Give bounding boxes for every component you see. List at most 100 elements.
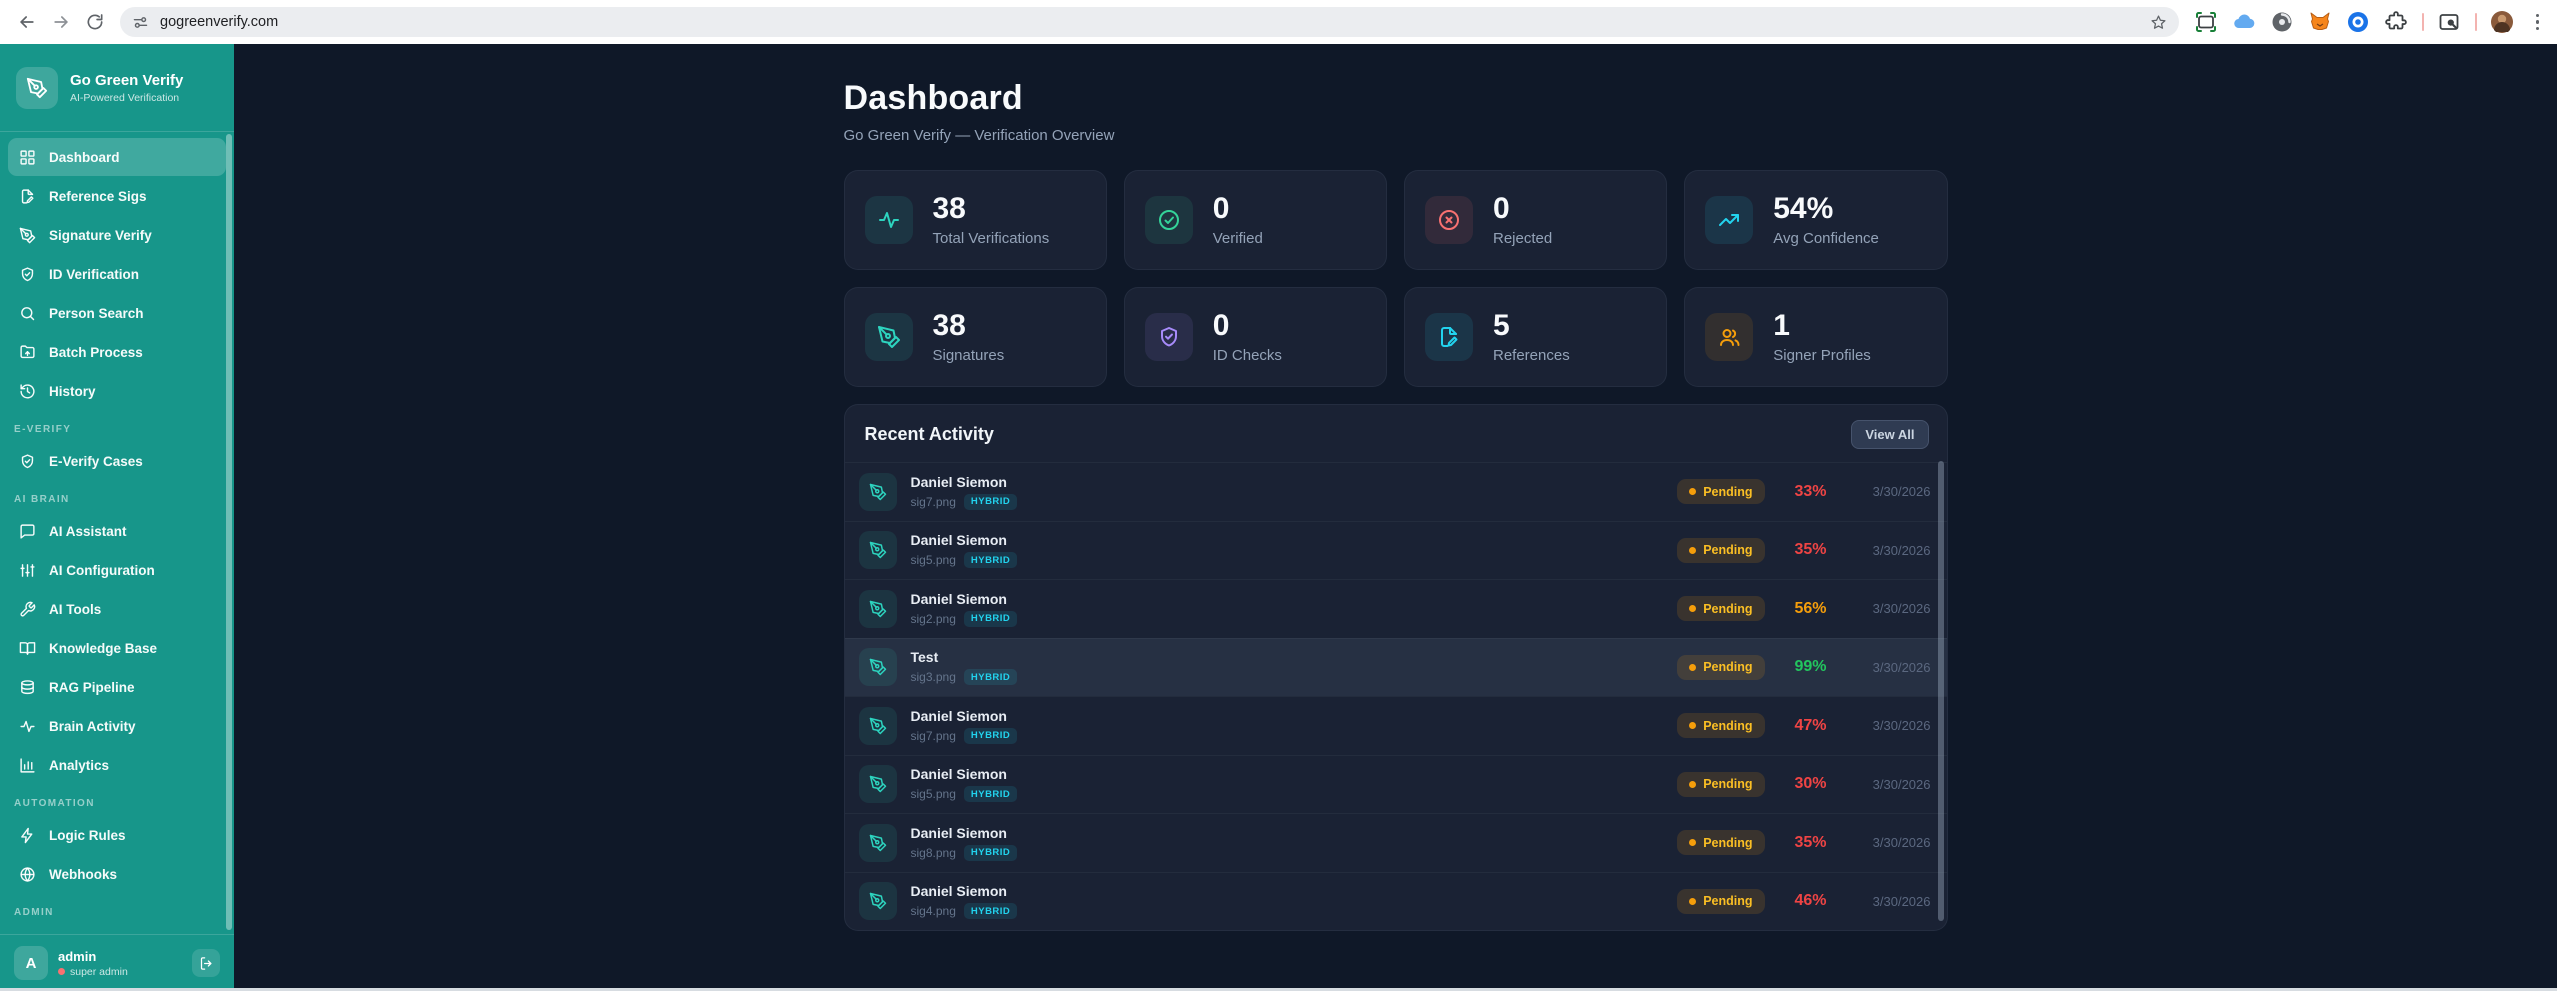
activity-row[interactable]: Daniel Siemon sig8.png HYBRID Pending 35% 3/3… <box>844 813 1947 872</box>
reload-button[interactable] <box>78 5 112 39</box>
target-extension-icon[interactable] <box>2346 10 2371 35</box>
check-circle-icon <box>1144 196 1193 244</box>
browser-toolbar: gogreenverify.com <box>0 0 2557 44</box>
activity-row[interactable]: Daniel Siemon sig7.png HYBRID Pending 33% 3/3… <box>844 462 1947 521</box>
zap-icon <box>19 827 36 844</box>
sidebar-item-knowledge-base[interactable]: Knowledge Base <box>8 629 226 667</box>
sidebar-item-label: Analytics <box>49 757 110 773</box>
sidebar-item-brain-activity[interactable]: Brain Activity <box>8 707 226 745</box>
hybrid-badge: HYBRID <box>963 727 1018 744</box>
sidebar-item-ai-configuration[interactable]: AI Configuration <box>8 551 226 589</box>
extensions-puzzle-icon[interactable] <box>2384 10 2409 35</box>
activity-row[interactable]: Daniel Siemon sig4.png HYBRID Pending 46% 3/3… <box>844 871 1947 931</box>
activity-name: Daniel Siemon <box>910 883 1007 900</box>
sidebar-item-rag-pipeline[interactable]: RAG Pipeline <box>8 668 226 706</box>
sidebar-item-webhooks[interactable]: Webhooks <box>8 855 226 893</box>
sidebar-item-logic-rules[interactable]: Logic Rules <box>8 816 226 854</box>
stat-value: 0 <box>1212 192 1230 225</box>
activity-filename: sig2.png <box>910 611 956 626</box>
sidebar-item-label: Webhooks <box>49 866 118 882</box>
activity-row[interactable]: Daniel Siemon sig7.png HYBRID Pending 47% 3/3… <box>844 696 1947 755</box>
activity-row[interactable]: Daniel Siemon sig2.png HYBRID Pending 56% 3/3… <box>844 579 1947 638</box>
confidence-percent: 30% <box>1794 775 1827 793</box>
pen-tool-icon <box>864 313 913 361</box>
pending-dot <box>1689 546 1697 554</box>
forward-button[interactable] <box>44 5 78 39</box>
sidebar-scrollbar-thumb[interactable] <box>226 134 232 930</box>
x-circle-icon <box>1425 196 1473 244</box>
sidebar-item-batch-process[interactable]: Batch Process <box>8 333 226 371</box>
sidebar-item-reference-sigs[interactable]: Reference Sigs <box>8 177 226 215</box>
users-icon <box>1705 313 1754 361</box>
cloud-extension-icon[interactable] <box>2232 10 2257 35</box>
brand-title: Go Green Verify <box>70 71 184 89</box>
sidebar-item-ai-tools[interactable]: AI Tools <box>8 590 226 628</box>
shield-check-icon <box>19 266 36 283</box>
activity-row[interactable]: Test sig3.png HYBRID Pending 99% 3/30/2026 <box>844 637 1947 696</box>
url-bar[interactable]: gogreenverify.com <box>120 7 2179 37</box>
activity-row[interactable]: Daniel Siemon sig5.png HYBRID Pending 35% 3/3… <box>844 520 1947 580</box>
pen-tool-icon <box>858 823 897 862</box>
nav-section-label-automation: AUTOMATION <box>14 798 95 809</box>
pen-tool-icon <box>858 472 897 511</box>
stat-value: 38 <box>932 309 966 342</box>
bar-chart-icon <box>19 757 36 774</box>
back-button[interactable] <box>10 5 44 39</box>
activity-name: Daniel Siemon <box>910 590 1007 607</box>
sidebar-item-e-verify-cases[interactable]: E-Verify Cases <box>8 442 226 480</box>
status-badge: Pending <box>1677 596 1765 622</box>
status-badge: Pending <box>1677 654 1765 680</box>
nav-section-label-admin: ADMIN <box>14 907 54 918</box>
stat-value: 0 <box>1212 309 1230 342</box>
file-pen-icon <box>19 188 36 205</box>
activity-date: 3/30/2026 <box>1872 601 1931 617</box>
confidence-percent: 46% <box>1794 892 1827 910</box>
sidebar-item-dashboard[interactable]: Dashboard <box>8 138 226 176</box>
hybrid-badge: HYBRID <box>963 903 1018 920</box>
logout-icon <box>200 956 211 970</box>
side-panel-search-icon[interactable] <box>2437 10 2462 35</box>
browser-menu-icon[interactable] <box>2528 13 2548 31</box>
activity-name: Daniel Siemon <box>910 473 1007 490</box>
activity-date: 3/30/2026 <box>1872 542 1931 558</box>
pen-tool-icon <box>858 706 897 745</box>
sidebar-item-id-verification[interactable]: ID Verification <box>8 255 226 293</box>
hybrid-badge: HYBRID <box>963 669 1018 686</box>
sidebar-item-person-search[interactable]: Person Search <box>8 294 226 332</box>
activity-scrollbar-thumb[interactable] <box>1937 461 1944 921</box>
sidebar-item-label: AI Assistant <box>49 523 127 539</box>
bookmark-star-icon[interactable] <box>2150 14 2167 31</box>
hybrid-badge: HYBRID <box>963 844 1018 861</box>
activity-row[interactable]: Daniel Siemon sig5.png HYBRID Pending 30% 3/3… <box>844 754 1947 814</box>
shield-check-icon <box>19 453 36 470</box>
sidebar-item-label: ID Verification <box>49 266 140 282</box>
pending-dot <box>1689 839 1697 847</box>
profile-avatar[interactable] <box>2490 10 2515 35</box>
screenshot-tool-extension-icon[interactable] <box>2194 10 2219 35</box>
status-badge: Pending <box>1677 479 1765 505</box>
confidence-percent: 35% <box>1794 541 1827 559</box>
stat-label: Total Verifications <box>932 230 1050 247</box>
sidebar-item-label: Signature Verify <box>49 227 152 243</box>
logout-button[interactable] <box>192 949 220 977</box>
activity-list: Daniel Siemon sig7.png HYBRID Pending 33% 3/3… <box>844 462 1947 931</box>
media-extension-icon[interactable] <box>2270 10 2295 35</box>
stat-label: Verified <box>1212 230 1263 247</box>
page-title: Dashboard <box>843 79 1023 117</box>
stat-label: Rejected <box>1493 230 1553 247</box>
sidebar-item-ai-assistant[interactable]: AI Assistant <box>8 512 226 550</box>
sidebar-item-label: E-Verify Cases <box>49 453 143 469</box>
activity-name: Test <box>910 649 939 666</box>
metamask-extension-icon[interactable] <box>2308 10 2333 35</box>
sidebar-item-signature-verify[interactable]: Signature Verify <box>8 216 226 254</box>
url-text[interactable]: gogreenverify.com <box>160 14 279 30</box>
sidebar-item-history[interactable]: History <box>8 372 226 410</box>
role-status-dot <box>58 968 65 975</box>
activity-name: Daniel Siemon <box>910 766 1007 783</box>
hybrid-badge: HYBRID <box>963 552 1018 569</box>
sidebar-item-label: Reference Sigs <box>49 188 147 204</box>
site-info-icon[interactable] <box>132 14 149 31</box>
hybrid-badge: HYBRID <box>963 493 1018 510</box>
sidebar-item-analytics[interactable]: Analytics <box>8 746 226 784</box>
view-all-button[interactable]: View All <box>1851 420 1929 449</box>
